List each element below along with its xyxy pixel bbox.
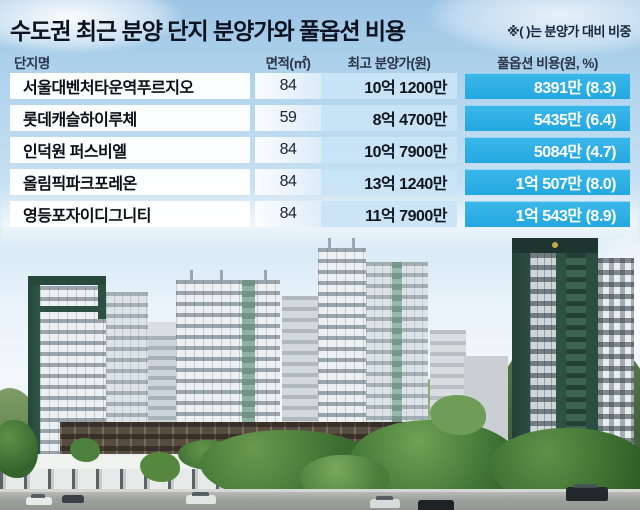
option-cost-value: 1억 507만 (8.0) [465, 169, 630, 195]
area-value: 84 [255, 137, 321, 163]
car [370, 496, 400, 508]
option-cost-value: 5435만 (6.4) [465, 105, 630, 131]
option-cost-value: 5084만 (4.7) [465, 137, 630, 163]
car [62, 495, 84, 503]
legend-note: ※( )는 분양가 대비 비중 [507, 24, 631, 39]
complex-name: 서울대벤처타운역푸르지오 [10, 73, 250, 99]
area-value: 84 [255, 201, 321, 227]
tower-logo [552, 242, 558, 248]
road [0, 492, 640, 510]
option-cost-value: 1억 543만 (8.9) [465, 201, 630, 227]
option-cost-value: 8391만 (8.3) [465, 73, 630, 99]
complex-name: 올림픽파크포레온 [10, 169, 250, 195]
page-title: 수도권 최근 분양 단지 분양가와 풀옵션 비용 [10, 18, 406, 44]
price-value: 11억 7900만 [321, 201, 457, 227]
column-header-complex: 단지명 [14, 56, 50, 71]
minivan [566, 484, 608, 501]
car [418, 500, 454, 510]
table-header-row: 단지명 면적(㎡) 최고 분양가(원) 풀옵션 비용(원, %) [10, 52, 630, 72]
column-header-price: 최고 분양가(원) [347, 56, 431, 71]
tree [140, 452, 180, 482]
area-value: 84 [255, 169, 321, 195]
area-value: 84 [255, 73, 321, 99]
complex-name: 인덕원 퍼스비엘 [10, 137, 250, 163]
tree [0, 420, 38, 478]
tree [430, 395, 486, 435]
table-row: 올림픽파크포레온 84 13억 1240만 1억 507만 (8.0) [10, 169, 630, 195]
price-value: 10억 1200만 [321, 73, 457, 99]
table-row: 인덕원 퍼스비엘 84 10억 7900만 5084만 (4.7) [10, 137, 630, 163]
car [186, 492, 216, 504]
complex-name: 롯데캐슬하이루체 [10, 105, 250, 131]
price-value: 8억 4700만 [321, 105, 457, 131]
area-value: 59 [255, 105, 321, 131]
price-value: 13억 1240만 [321, 169, 457, 195]
price-value: 10억 7900만 [321, 137, 457, 163]
sidewalk-curb [0, 489, 640, 493]
column-header-option-cost: 풀옵션 비용(원, %) [497, 56, 598, 71]
column-header-area: 면적(㎡) [265, 56, 311, 71]
complex-name: 영등포자이디그니티 [10, 201, 250, 227]
car [26, 494, 52, 505]
tree [70, 438, 100, 462]
table-row: 영등포자이디그니티 84 11억 7900만 1억 543만 (8.9) [10, 201, 630, 227]
table-row: 서울대벤처타운역푸르지오 84 10억 1200만 8391만 (8.3) [10, 73, 630, 99]
table-row: 롯데캐슬하이루체 59 8억 4700만 5435만 (6.4) [10, 105, 630, 131]
